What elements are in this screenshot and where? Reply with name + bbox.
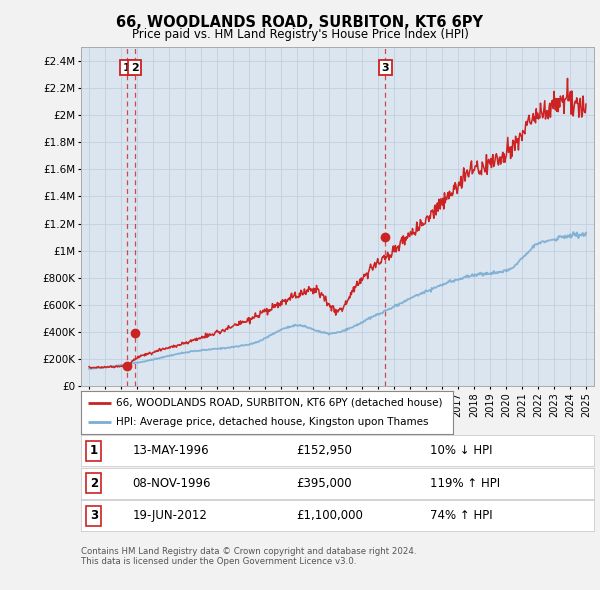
Text: 13-MAY-1996: 13-MAY-1996 <box>133 444 209 457</box>
Text: 3: 3 <box>90 509 98 522</box>
Text: 1: 1 <box>123 63 131 73</box>
Text: 2: 2 <box>90 477 98 490</box>
Text: HPI: Average price, detached house, Kingston upon Thames: HPI: Average price, detached house, King… <box>116 417 429 427</box>
Text: 2: 2 <box>131 63 139 73</box>
Text: £152,950: £152,950 <box>296 444 352 457</box>
Text: 19-JUN-2012: 19-JUN-2012 <box>133 509 207 522</box>
Text: 66, WOODLANDS ROAD, SURBITON, KT6 6PY: 66, WOODLANDS ROAD, SURBITON, KT6 6PY <box>116 15 484 30</box>
Text: 3: 3 <box>382 63 389 73</box>
Text: Contains HM Land Registry data © Crown copyright and database right 2024.: Contains HM Land Registry data © Crown c… <box>81 547 416 556</box>
Text: 119% ↑ HPI: 119% ↑ HPI <box>430 477 500 490</box>
Text: 08-NOV-1996: 08-NOV-1996 <box>133 477 211 490</box>
Text: £395,000: £395,000 <box>296 477 352 490</box>
Text: 66, WOODLANDS ROAD, SURBITON, KT6 6PY (detached house): 66, WOODLANDS ROAD, SURBITON, KT6 6PY (d… <box>116 398 443 408</box>
Text: 74% ↑ HPI: 74% ↑ HPI <box>430 509 493 522</box>
Text: 10% ↓ HPI: 10% ↓ HPI <box>430 444 493 457</box>
Text: £1,100,000: £1,100,000 <box>296 509 364 522</box>
Text: This data is licensed under the Open Government Licence v3.0.: This data is licensed under the Open Gov… <box>81 558 356 566</box>
Text: Price paid vs. HM Land Registry's House Price Index (HPI): Price paid vs. HM Land Registry's House … <box>131 28 469 41</box>
Text: 1: 1 <box>90 444 98 457</box>
